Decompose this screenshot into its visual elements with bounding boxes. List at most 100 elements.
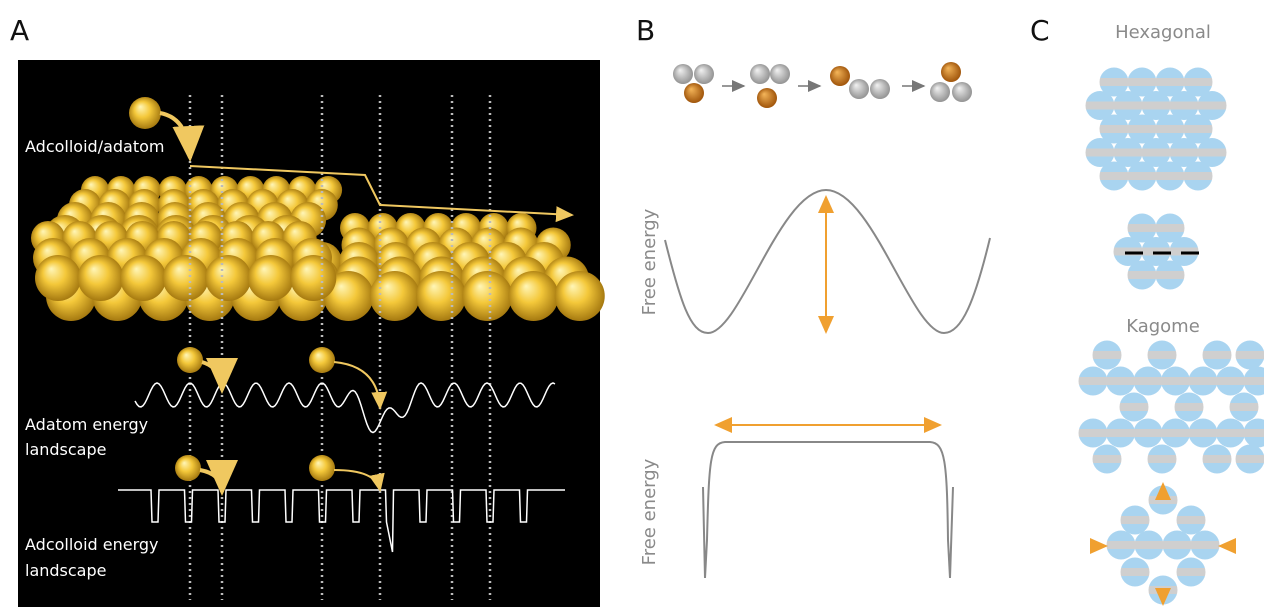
sphere <box>162 255 209 301</box>
colloid <box>1188 418 1218 448</box>
colloid <box>1169 138 1199 167</box>
double-well-curve <box>664 188 991 335</box>
colloid <box>1120 505 1150 535</box>
path-arrow <box>189 165 574 223</box>
arrow <box>159 111 205 162</box>
colloid <box>1127 260 1157 290</box>
colloid <box>1147 340 1177 370</box>
colloid <box>1106 418 1135 448</box>
sphere <box>462 271 513 321</box>
colloid <box>1155 213 1185 243</box>
colloid <box>1155 67 1185 97</box>
colloid-lattices <box>1078 67 1264 605</box>
colloid <box>1188 366 1218 396</box>
orange-colloid <box>757 88 777 108</box>
colloid <box>1169 91 1199 120</box>
colloid <box>1078 418 1108 448</box>
grey-colloid <box>952 82 972 102</box>
arrow <box>333 361 388 410</box>
lattice-title: Hexagonal <box>1115 22 1211 43</box>
flat-landscape-curve <box>702 441 954 579</box>
sphere <box>120 255 167 301</box>
colloid <box>1127 67 1157 97</box>
colloid <box>1127 161 1157 191</box>
grey-colloid <box>673 64 693 84</box>
sphere-lattice <box>31 176 605 321</box>
axis-label: Free energy <box>639 458 660 565</box>
sphere <box>554 271 605 321</box>
colloid <box>1155 260 1185 290</box>
adatom <box>177 347 203 373</box>
colloid <box>1235 444 1264 474</box>
adatom <box>129 97 161 129</box>
colloid <box>1092 444 1122 474</box>
colloid <box>1183 67 1213 97</box>
grey-colloid <box>870 79 890 99</box>
colloid <box>1235 340 1264 370</box>
colloid <box>1106 530 1136 560</box>
label: landscape <box>25 561 106 580</box>
colloid <box>1229 392 1259 422</box>
colloid <box>1162 530 1192 560</box>
sphere <box>369 271 420 321</box>
grey-colloid <box>750 64 770 84</box>
sphere <box>290 255 337 301</box>
label: Adcolloid energy <box>25 535 159 554</box>
orange-colloid <box>830 66 850 86</box>
colloid <box>1141 138 1171 167</box>
axis-label: Free energy <box>639 208 660 315</box>
colloid <box>1176 505 1206 535</box>
adatom-landscape-curve <box>134 382 556 434</box>
colloid <box>1243 418 1264 448</box>
colloid <box>1197 91 1227 120</box>
colloid <box>1155 114 1185 144</box>
colloid <box>1243 366 1264 396</box>
colloid <box>1099 161 1129 191</box>
label: landscape <box>25 440 106 459</box>
orange-colloid <box>941 62 961 82</box>
colloid <box>1099 67 1129 97</box>
adcolloid-landscape-curve <box>118 489 565 553</box>
arrow <box>201 357 238 394</box>
colloid <box>1202 444 1232 474</box>
grey-colloid <box>930 82 950 102</box>
label: Adatom energy <box>25 415 148 434</box>
colloid <box>1202 340 1232 370</box>
colloid <box>1092 340 1122 370</box>
colloid <box>1106 366 1135 396</box>
orange-colloid <box>684 83 704 103</box>
adatom <box>309 347 335 373</box>
colloid <box>1133 418 1163 448</box>
panel-label: C <box>1030 14 1050 47</box>
sphere <box>247 255 294 301</box>
panel-label: B <box>636 14 655 47</box>
colloid <box>1141 91 1171 120</box>
colloid <box>1147 444 1177 474</box>
arrow <box>333 469 385 492</box>
colloid <box>1085 91 1115 120</box>
colloid <box>1183 161 1213 191</box>
colloid <box>1099 114 1129 144</box>
colloid <box>1113 91 1143 120</box>
panel-label: A <box>10 14 29 47</box>
sphere <box>416 271 466 321</box>
arrow <box>199 459 238 496</box>
colloid <box>1176 557 1206 587</box>
sphere <box>77 255 124 301</box>
panel-a-background <box>18 60 600 607</box>
colloid <box>1113 138 1143 167</box>
colloid <box>1183 114 1213 144</box>
colloid <box>1127 213 1157 243</box>
colloid <box>1134 530 1164 560</box>
sphere <box>205 255 252 301</box>
colloid <box>1216 418 1245 448</box>
colloid <box>1216 366 1245 396</box>
colloid <box>1161 366 1190 396</box>
colloid <box>1127 114 1157 144</box>
colloid <box>1161 418 1190 448</box>
colloid <box>1190 530 1220 560</box>
cluster-sequence <box>673 62 972 108</box>
colloid <box>1120 557 1150 587</box>
grey-colloid <box>849 79 869 99</box>
